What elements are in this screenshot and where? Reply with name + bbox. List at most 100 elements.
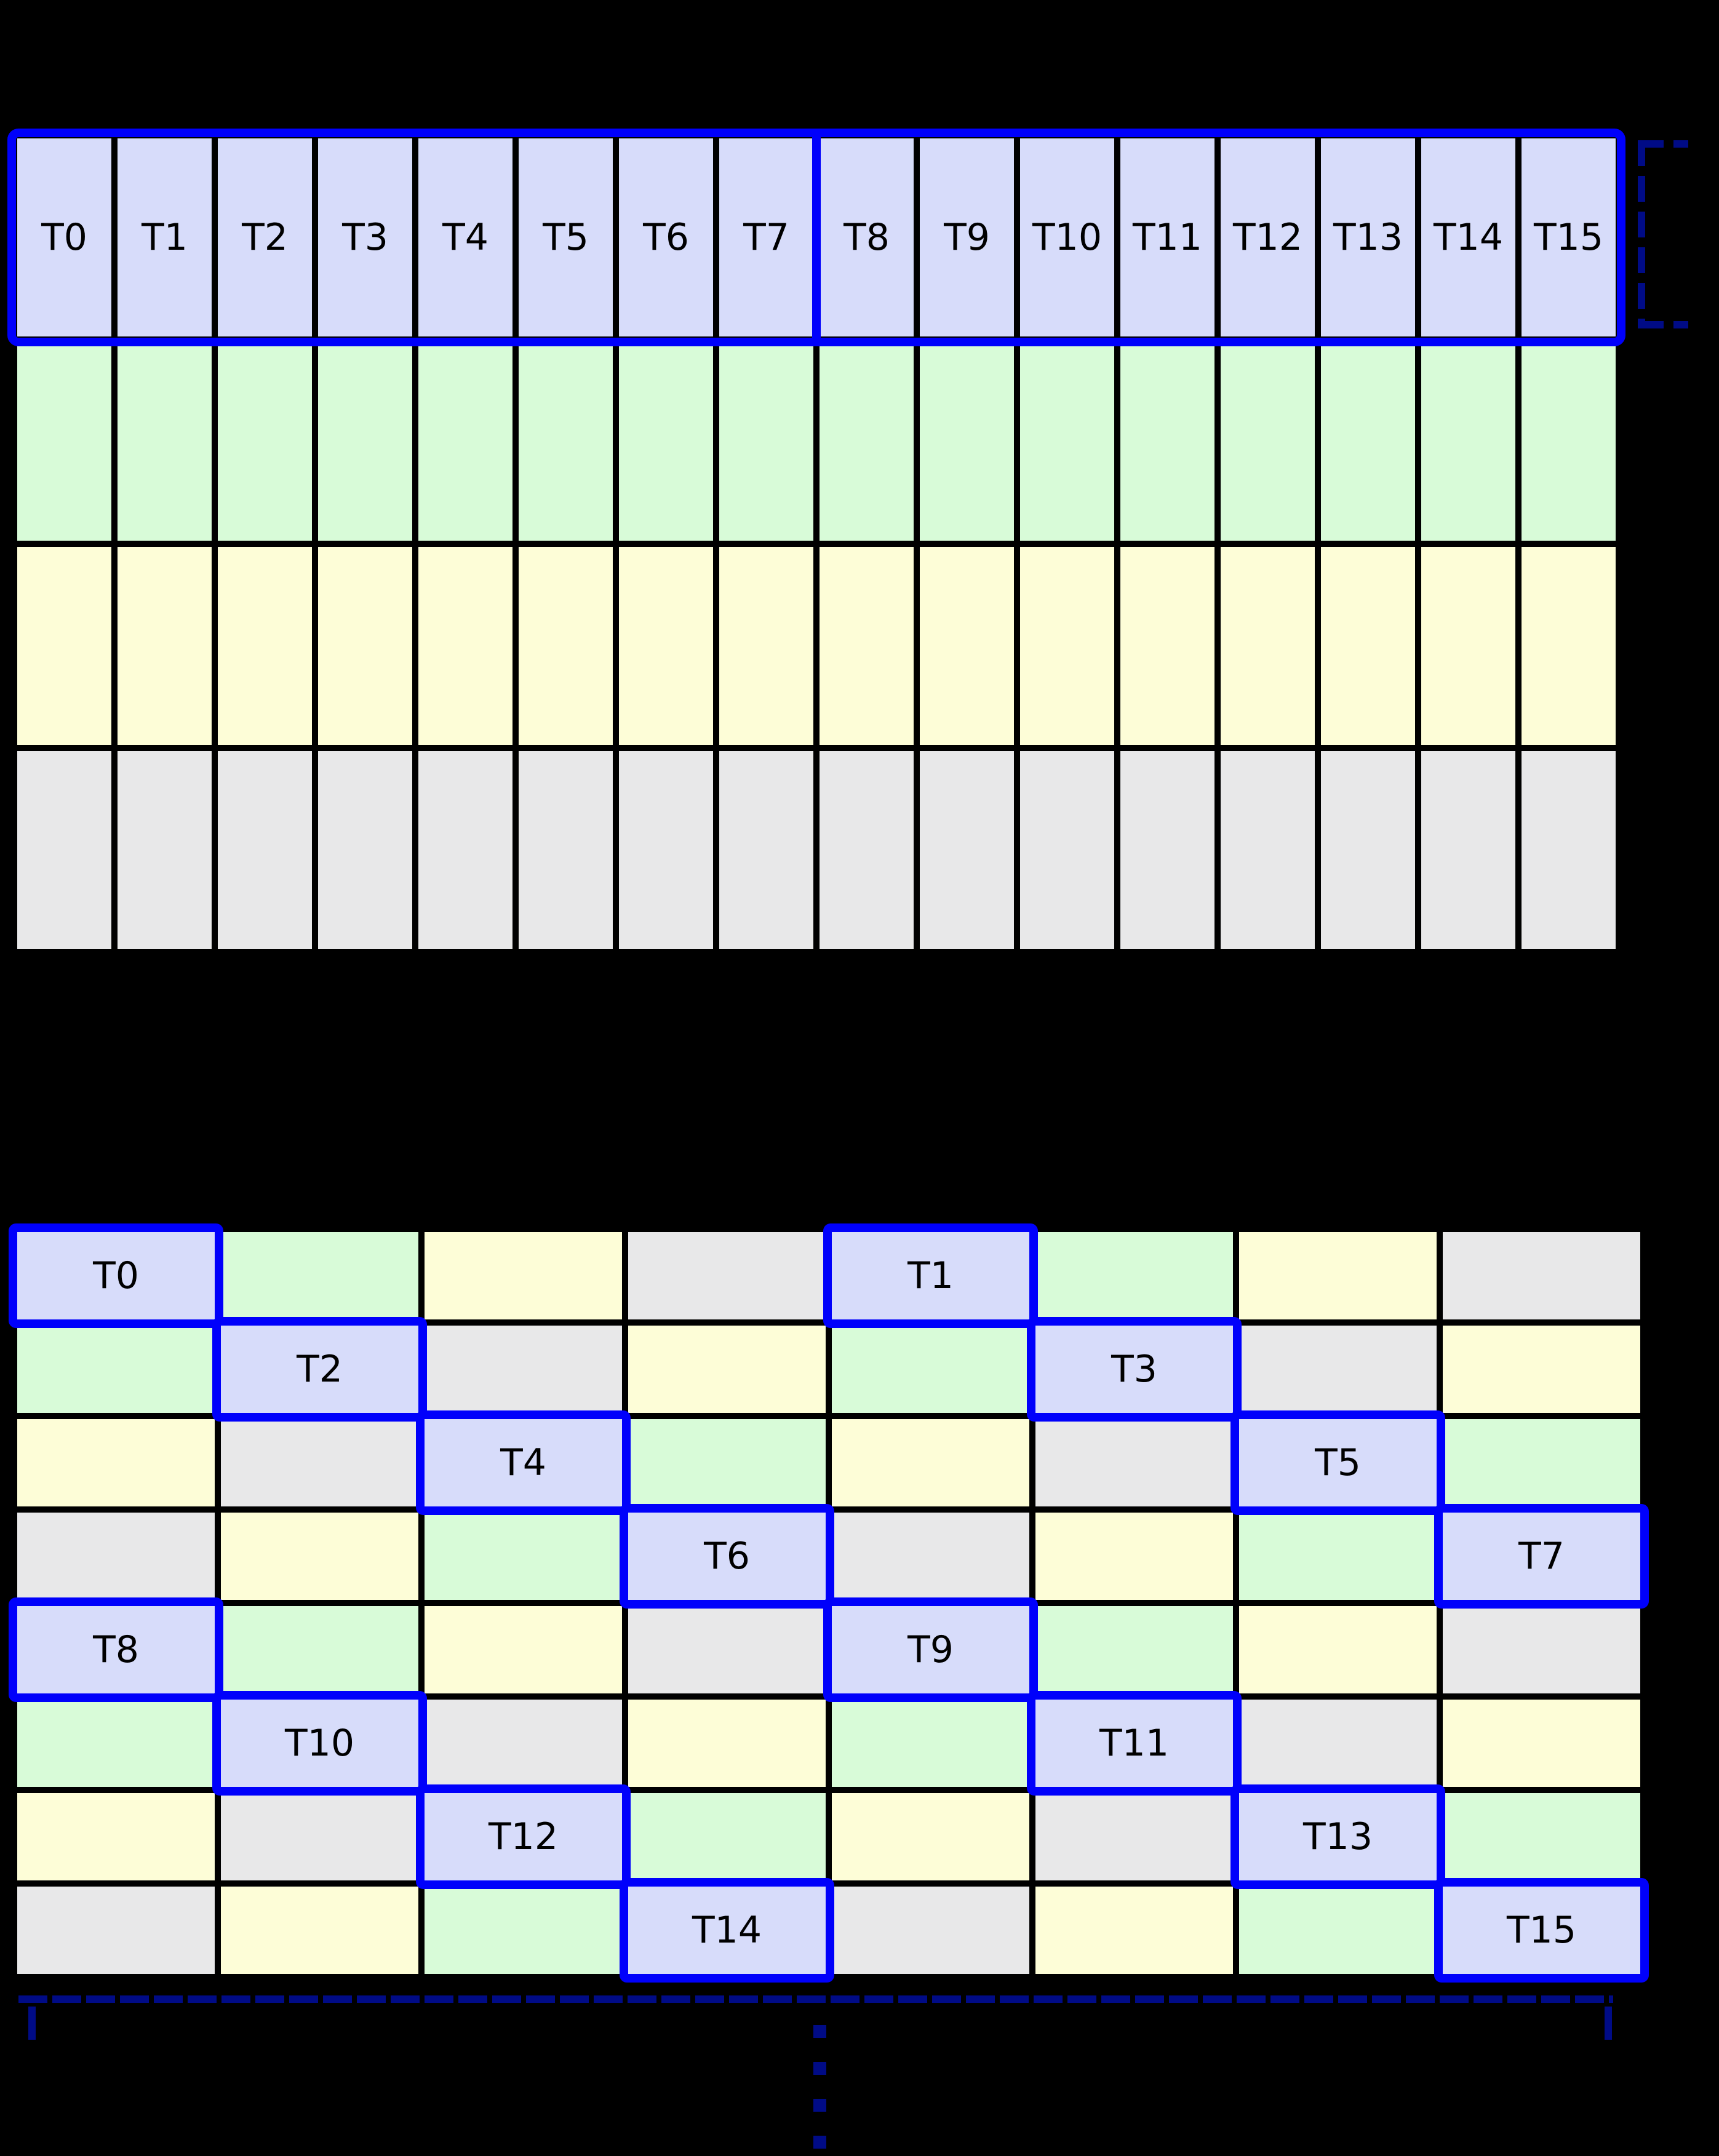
thread-box-T8: T8 — [9, 1597, 223, 1702]
bottom-grid-cell-r2-c1 — [221, 1419, 418, 1506]
top-grid-cell-r1-c10 — [1020, 343, 1114, 541]
bottom-grid-cell-r5-c7 — [1443, 1700, 1640, 1787]
bottom-grid-cell-r5-c4 — [832, 1700, 1029, 1787]
top-grid-cell-r1-c3 — [318, 343, 412, 541]
thread-label: T1 — [142, 216, 188, 259]
bottom-grid-cell-r6-c1 — [221, 1793, 418, 1880]
thread-label: T0 — [93, 1254, 139, 1297]
top-grid-cell-r3-c12 — [1221, 751, 1315, 949]
thread-label: T6 — [643, 216, 689, 259]
top-grid-cell-r3-c8 — [820, 751, 914, 949]
top-grid-cell-r0-c7: T7 — [719, 138, 813, 336]
thread-label: T12 — [1233, 216, 1302, 259]
bottom-grid-cell-r3-c4 — [832, 1513, 1029, 1600]
top-grid-cell-r1-c1 — [118, 343, 212, 541]
bracket-left-leg — [28, 2007, 36, 2040]
bottom-grid-cell-r0-c2 — [425, 1232, 622, 1319]
thread-box-T7: T7 — [1434, 1504, 1649, 1609]
top-grid-cell-r3-c5 — [519, 751, 613, 949]
thread-box-T4: T4 — [416, 1410, 631, 1515]
top-grid-cell-r3-c15 — [1522, 751, 1616, 949]
thread-label: T11 — [1099, 1722, 1169, 1765]
thread-label: T5 — [543, 216, 589, 259]
top-grid-cell-r0-c4: T4 — [418, 138, 513, 336]
bottom-grid-cell-r6-c5 — [1035, 1793, 1233, 1880]
bottom-grid-cell-r5-c6 — [1239, 1700, 1437, 1787]
bottom-grid-cell-r7-c1 — [221, 1887, 418, 1974]
bottom-grid-cell-r2-c7 — [1443, 1419, 1640, 1506]
top-grid-cell-r0-c0: T0 — [17, 138, 111, 336]
top-grid-cell-r2-c14 — [1421, 547, 1515, 745]
top-grid-cell-r1-c14 — [1421, 343, 1515, 541]
top-grid-cell-r0-c1: T1 — [118, 138, 212, 336]
bottom-grid-cell-r1-c6 — [1239, 1326, 1437, 1413]
thread-label: T14 — [692, 1909, 762, 1952]
bottom-grid-cell-r4-c2 — [425, 1606, 622, 1693]
bottom-grid-cell-r2-c4 — [832, 1419, 1029, 1506]
bracket-bottom-arm — [1638, 321, 1688, 328]
top-grid-cell-r0-c12: T12 — [1221, 138, 1315, 336]
thread-label: T12 — [489, 1815, 558, 1858]
continuation-dash-2 — [813, 2099, 826, 2112]
bottom-grid-cell-r3-c0 — [17, 1513, 215, 1600]
bottom-grid-cell-r4-c6 — [1239, 1606, 1437, 1693]
bottom-grid-cell-r7-c5 — [1035, 1887, 1233, 1974]
thread-label: T3 — [342, 216, 388, 259]
top-grid-cell-r2-c12 — [1221, 547, 1315, 745]
top-grid-cell-r2-c13 — [1321, 547, 1415, 745]
thread-label: T9 — [907, 1628, 954, 1671]
thread-box-T14: T14 — [620, 1878, 834, 1983]
top-grid-cell-r3-c10 — [1020, 751, 1114, 949]
bottom-grid-cell-r0-c5 — [1035, 1232, 1233, 1319]
bottom-grid-cell-r3-c6 — [1239, 1513, 1437, 1600]
top-grid-cell-r0-c15: T15 — [1522, 138, 1616, 336]
thread-label: T8 — [93, 1628, 139, 1671]
bracket-vertical-line — [1638, 140, 1645, 328]
bottom-grid-cell-r1-c3 — [628, 1326, 826, 1413]
thread-box-T12: T12 — [416, 1784, 631, 1889]
thread-label: T0 — [41, 216, 87, 259]
continuation-dash-0 — [813, 2025, 826, 2038]
bottom-grid-cell-r4-c3 — [628, 1606, 826, 1693]
thread-label: T5 — [1315, 1441, 1361, 1484]
top-grid-cell-r1-c12 — [1221, 343, 1315, 541]
continuation-dash-1 — [813, 2062, 826, 2075]
bracket-right-leg — [1605, 2007, 1612, 2040]
thread-label: T15 — [1507, 1909, 1576, 1952]
top-grid-cell-r3-c14 — [1421, 751, 1515, 949]
top-grid-cell-r2-c6 — [619, 547, 713, 745]
top-grid-cell-r3-c6 — [619, 751, 713, 949]
bracket-horizontal-line — [18, 1995, 1613, 2003]
thread-box-T10: T10 — [212, 1691, 427, 1796]
top-grid-cell-r0-c5: T5 — [519, 138, 613, 336]
top-grid-cell-r3-c3 — [318, 751, 412, 949]
top-grid-cell-r2-c1 — [118, 547, 212, 745]
top-grid-cell-r1-c15 — [1522, 343, 1616, 541]
thread-box-T3: T3 — [1027, 1317, 1242, 1422]
top-grid-cell-r2-c8 — [820, 547, 914, 745]
bottom-grid-cell-r0-c3 — [628, 1232, 826, 1319]
bottom-grid-cell-r6-c0 — [17, 1793, 215, 1880]
thread-box-T1: T1 — [823, 1223, 1038, 1328]
bottom-grid-cell-r0-c7 — [1443, 1232, 1640, 1319]
bottom-grid-cell-r3-c1 — [221, 1513, 418, 1600]
thread-label: T7 — [1518, 1535, 1565, 1578]
top-grid-cell-r3-c1 — [118, 751, 212, 949]
bottom-grid-cell-r7-c6 — [1239, 1887, 1437, 1974]
bottom-grid-cell-r7-c4 — [832, 1887, 1029, 1974]
bottom-grid-cell-r6-c3 — [628, 1793, 826, 1880]
top-grid-cell-r0-c2: T2 — [218, 138, 312, 336]
top-grid-cell-r2-c3 — [318, 547, 412, 745]
top-grid-cell-r2-c0 — [17, 547, 111, 745]
thread-label: T13 — [1303, 1815, 1373, 1858]
bottom-grid-cell-r5-c0 — [17, 1700, 215, 1787]
bottom-grid-cell-r2-c3 — [628, 1419, 826, 1506]
top-grid-cell-r0-c3: T3 — [318, 138, 412, 336]
bottom-grid-cell-r1-c4 — [832, 1326, 1029, 1413]
top-grid-cell-r0-c10: T10 — [1020, 138, 1114, 336]
continuation-dash-3 — [813, 2136, 826, 2149]
top-grid-cell-r3-c13 — [1321, 751, 1415, 949]
thread-label: T4 — [442, 216, 489, 259]
top-grid-cell-r0-c6: T6 — [619, 138, 713, 336]
